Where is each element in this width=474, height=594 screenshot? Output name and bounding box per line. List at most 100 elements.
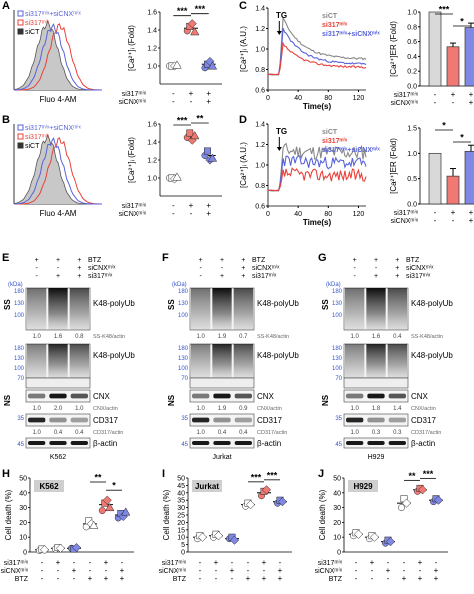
blot-quant: 1.0 xyxy=(350,406,359,412)
panel-letter-a: A xyxy=(2,0,10,12)
panel-letter-h: H xyxy=(2,468,10,480)
band-actin-E-lane xyxy=(70,441,88,445)
row-sign: - xyxy=(387,574,390,583)
row-sign: + xyxy=(189,89,194,98)
blot-band-label: K48-polyUb xyxy=(93,351,135,360)
tick-label-y: 0.6 xyxy=(407,39,417,46)
band-cd317-E-lane xyxy=(70,417,88,423)
row-sign: + xyxy=(469,216,474,225)
blot-ss-label: SS xyxy=(3,299,12,310)
tick-label-y: 25 xyxy=(177,513,185,520)
blot-sign: - xyxy=(353,273,356,280)
blot-sign: + xyxy=(56,273,60,280)
blot-quant: 1.8 xyxy=(372,406,381,412)
blot-mw: 70 xyxy=(17,376,24,382)
tick-label-y: 1.4 xyxy=(147,28,157,35)
row-sign: - xyxy=(371,566,374,575)
dotplot-a: 1.0 1.2 1.4 1.6 [Ca²⁺]ᵢ (Fold) *** *** si317ᵐⁱˣ… xyxy=(119,4,222,106)
row-sign: + xyxy=(262,574,267,583)
blot-quant: 0.4 xyxy=(218,430,227,436)
row-sign: + xyxy=(246,574,251,583)
blot-mw: 180 xyxy=(178,289,189,295)
blot-sign: - xyxy=(221,265,224,272)
band-cnx-G-lane xyxy=(388,393,406,399)
row-label: siCNXᵐⁱˣ xyxy=(159,567,187,575)
tick-label-y: 35 xyxy=(177,498,185,505)
axis-label-y: Cell death (%) xyxy=(4,489,13,540)
row-sign: + xyxy=(434,574,439,583)
band-cd317-E-lane xyxy=(49,417,67,423)
blot-band-label: β-actin xyxy=(411,439,435,448)
axis-label-y: [Ca²⁺]ᵢ (Fold) xyxy=(127,25,136,71)
band-cd317-F-lane xyxy=(213,417,231,423)
row-sign: - xyxy=(452,216,455,225)
blot-cond-label: BTZ xyxy=(252,257,266,264)
blot-band-label: CNX xyxy=(93,392,111,401)
band-cnx-E-lane xyxy=(49,393,67,399)
row-sign: + xyxy=(262,558,267,567)
tick-label-y: 0 xyxy=(23,550,27,557)
sig-label: *** xyxy=(251,472,262,482)
blot-ns-label: NS xyxy=(321,394,330,406)
blot-cell-label: Jurkat xyxy=(212,454,231,461)
tick-label-y: 15 xyxy=(177,527,185,534)
data-point xyxy=(98,507,106,515)
flow-legend-label: siCT xyxy=(25,29,40,36)
tick-label-y: 0.8 xyxy=(255,183,265,190)
tick-label-x: 0 xyxy=(266,95,270,102)
blot-cond-label: siCNXᵐⁱˣ xyxy=(252,264,280,272)
blot-band-label: β-actin xyxy=(257,439,281,448)
row-sign: - xyxy=(73,574,76,583)
cell-line-badge xyxy=(34,480,64,492)
tick-label-y: 50 xyxy=(333,476,341,483)
blot-band-label: CD317 xyxy=(93,416,118,425)
row-sign: - xyxy=(172,89,175,98)
tick-label-y: 1.2 xyxy=(147,46,157,53)
tick-label-y: 1.4 xyxy=(255,6,265,13)
tick-label-y: 0.2 xyxy=(407,69,417,76)
row-sign: - xyxy=(172,209,175,218)
tick-label-y: 1.0 xyxy=(147,64,157,71)
data-point xyxy=(190,27,200,36)
blot-sign: + xyxy=(374,257,378,264)
blot-quant: 0.3 xyxy=(372,430,381,436)
trace-double xyxy=(267,155,367,192)
flow-legend-swatch xyxy=(17,133,24,140)
band-ns-G-lane xyxy=(345,344,365,378)
blot-kda-label: (kDa) xyxy=(172,282,187,288)
blot-sign: - xyxy=(353,265,356,272)
row-sign: + xyxy=(206,201,211,210)
tick-label-y: 1.4 xyxy=(147,140,157,147)
row-sign: + xyxy=(418,558,423,567)
blot-mw: 180 xyxy=(332,289,343,295)
tick-label-y: 1.5 xyxy=(407,126,417,133)
blot-mw: 130 xyxy=(14,301,25,307)
blot-quant: 1.0 xyxy=(32,334,41,340)
blot-cell-label: H929 xyxy=(368,454,385,461)
band-ss-F-lane xyxy=(191,288,211,330)
blot-sign: + xyxy=(77,273,81,280)
blot-cond-label: BTZ xyxy=(88,257,102,264)
data-point xyxy=(353,529,364,539)
data-point xyxy=(369,532,380,542)
blot-sign: - xyxy=(199,273,202,280)
band-cd317-F-lane xyxy=(234,417,252,423)
blot-cond-label: BTZ xyxy=(406,257,420,264)
blot-kda-label: (kDa) xyxy=(326,282,341,288)
band-ss-E-lane xyxy=(27,288,47,330)
row-sign: - xyxy=(57,574,60,583)
row-sign: - xyxy=(231,558,234,567)
row-sign: - xyxy=(434,98,437,107)
trace-sict xyxy=(267,142,367,192)
blot-mw: 130 xyxy=(14,356,25,362)
axis-label-y: [Ca²⁺]ER (Fold) xyxy=(389,138,398,194)
flow-legend-swatch xyxy=(17,28,24,35)
blot-sign: - xyxy=(57,265,60,272)
band-ss-G-lane xyxy=(366,288,386,330)
blot-ratio-label: SS-K48/actin xyxy=(93,334,125,340)
sig-label: * xyxy=(442,121,446,131)
